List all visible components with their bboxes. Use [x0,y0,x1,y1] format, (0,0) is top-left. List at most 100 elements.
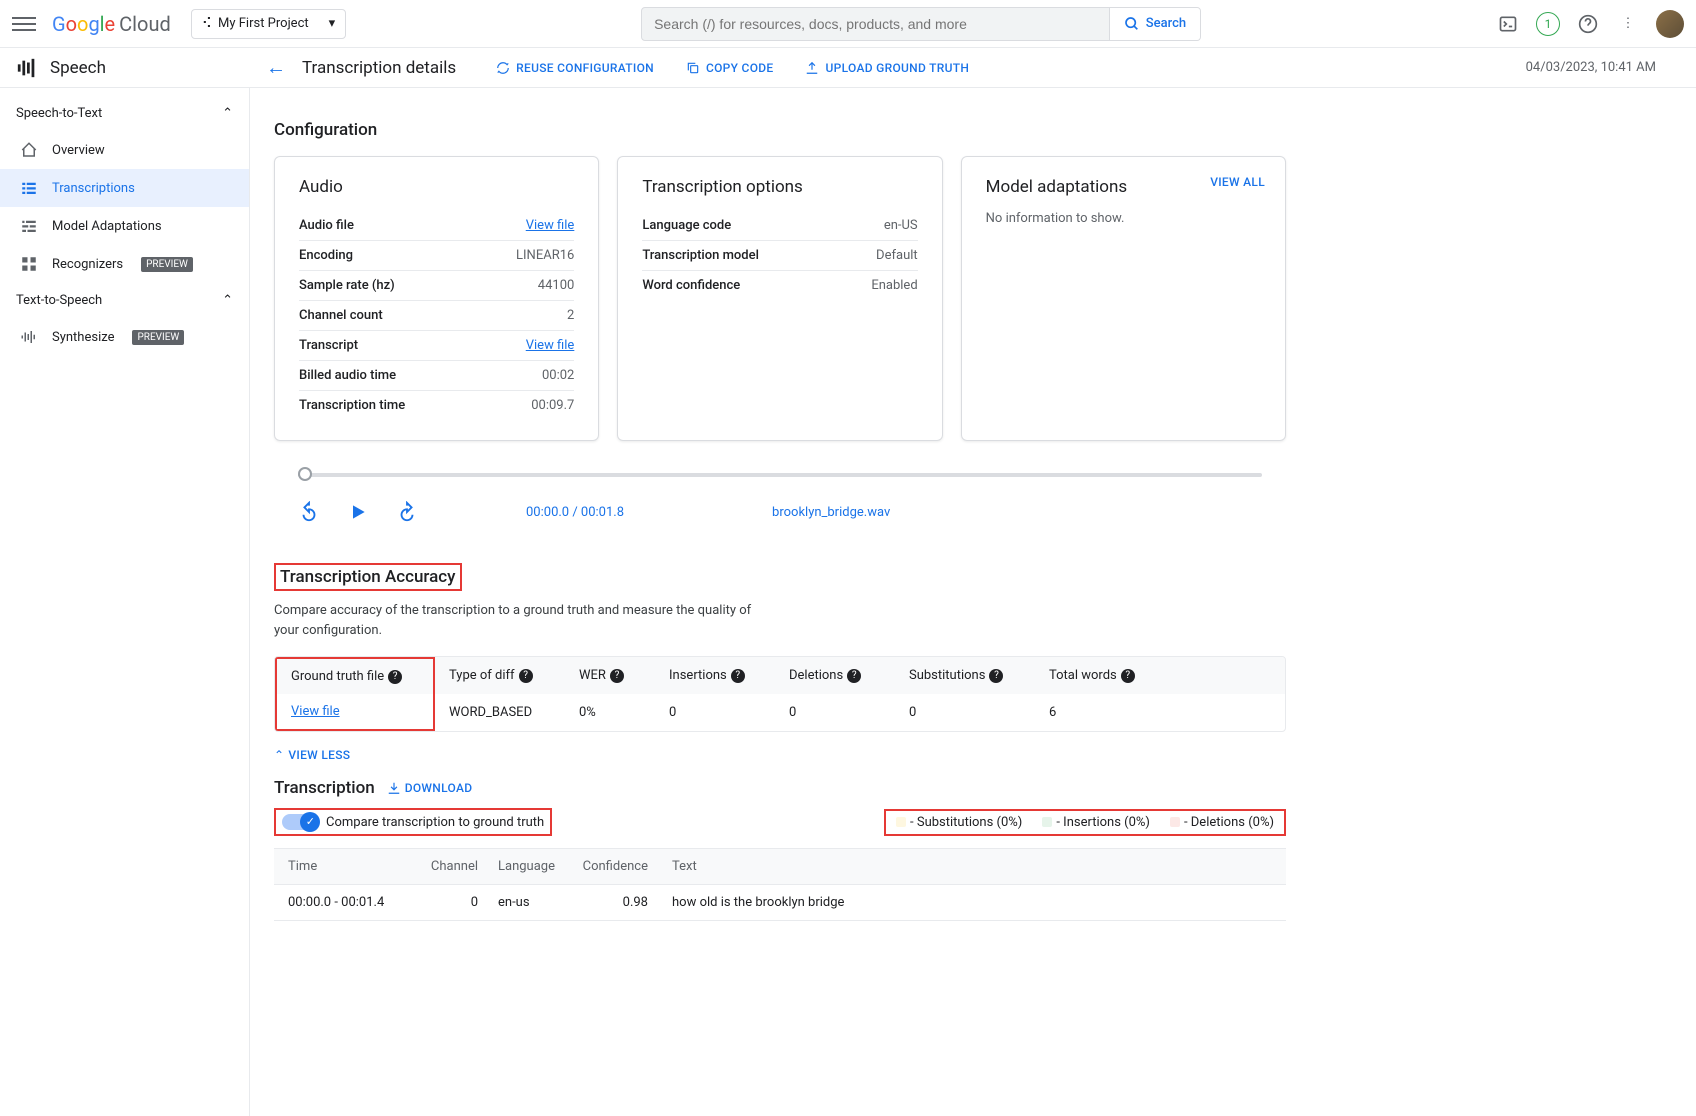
avatar[interactable] [1656,10,1684,38]
accuracy-table: Ground truth file? Type of diff? WER? In… [274,656,1286,732]
nav-synthesize[interactable]: Synthesize PREVIEW [0,318,249,356]
top-header: GoogleCloud ⠪ My First Project ▾ Search … [0,0,1696,48]
search-button-label: Search [1146,16,1186,31]
compare-toggle-highlight: ✓ Compare transcription to ground truth [274,808,552,836]
player-thumb[interactable] [298,467,312,481]
help-icon[interactable]: ? [989,669,1003,683]
hamburger-menu-icon[interactable] [12,12,36,36]
view-transcript-file-link[interactable]: View file [526,338,575,353]
search-button[interactable]: Search [1109,8,1200,40]
chevron-up-icon: ⌃ [222,106,233,121]
preview-badge: PREVIEW [141,257,193,272]
help-icon[interactable] [1576,12,1600,36]
nav-model-adaptations[interactable]: Model Adaptations [0,207,249,245]
options-card: Transcription options Language codeen-US… [617,156,942,441]
speech-icon [16,57,38,79]
forward-icon[interactable] [396,501,418,523]
help-icon[interactable]: ? [1121,669,1135,683]
nav-section-speech-to-text[interactable]: Speech-to-Text ⌃ [0,96,249,131]
project-icon: ⠪ [202,16,212,32]
accuracy-desc: Compare accuracy of the transcription to… [274,601,774,640]
rewind-icon[interactable] [298,501,320,523]
help-icon[interactable]: ? [847,669,861,683]
transcription-title: Transcription [274,778,375,798]
col-diff-type: Type of diff? [435,657,565,694]
nav-overview[interactable]: Overview [0,131,249,169]
legend-highlight: - Substitutions (0%) - Insertions (0%) -… [884,809,1286,836]
home-icon [20,141,38,159]
accuracy-title-highlight: Transcription Accuracy [274,563,462,591]
grid-icon [20,255,38,273]
cloud-shell-icon[interactable] [1496,12,1520,36]
nav-recognizers[interactable]: Recognizers PREVIEW [0,245,249,283]
player-file: brooklyn_bridge.wav [772,505,890,520]
help-icon[interactable]: ? [519,669,533,683]
reuse-config-button[interactable]: REUSE CONFIGURATION [496,61,654,75]
page-title: Transcription details [302,58,456,78]
timestamp: 04/03/2023, 10:41 AM [1526,60,1680,75]
no-info-text: No information to show. [986,211,1261,226]
col-total-words: Total words? [1035,657,1155,694]
product-name: Speech [50,58,106,78]
accuracy-data-row: View file WORD_BASED 0% 0 0 0 6 [275,694,1285,731]
nav-section-text-to-speech[interactable]: Text-to-Speech ⌃ [0,283,249,318]
notifications-badge[interactable]: 1 [1536,12,1560,36]
list-icon [20,179,38,197]
help-icon[interactable]: ? [731,669,745,683]
search-box: Search [641,7,1201,41]
chevron-up-icon: ⌃ [274,748,284,762]
legend-deletions: - Deletions (0%) [1170,815,1274,830]
refresh-icon [496,61,510,75]
col-deletions: Deletions? [775,657,895,694]
col-ground-truth: Ground truth file? [275,657,435,694]
upload-icon [805,61,819,75]
preview-badge: PREVIEW [132,330,184,345]
help-icon[interactable]: ? [610,669,624,683]
project-name: My First Project [218,16,309,31]
view-audio-file-link[interactable]: View file [526,218,575,233]
view-ground-truth-link[interactable]: View file [291,704,340,719]
tune-icon [20,217,38,235]
options-card-title: Transcription options [642,177,917,197]
config-title: Configuration [274,120,1286,140]
logo[interactable]: GoogleCloud [52,12,171,36]
compare-toggle-label: Compare transcription to ground truth [326,815,544,830]
view-less-button[interactable]: ⌃ VIEW LESS [274,748,1286,762]
sub-header: Speech ← Transcription details REUSE CON… [0,48,1696,88]
transcription-table: Time Channel Language Confidence Text 00… [274,848,1286,921]
accuracy-header-row: Ground truth file? Type of diff? WER? In… [275,657,1285,694]
waveform-icon [20,328,38,346]
help-icon[interactable]: ? [388,670,402,684]
download-icon [387,781,401,795]
audio-player: 00:00.0 / 00:01.8 brooklyn_bridge.wav [298,473,1262,523]
search-icon [1124,16,1140,32]
col-wer: WER? [565,657,655,694]
compare-toggle[interactable]: ✓ [282,814,318,830]
play-icon[interactable] [348,502,368,522]
player-track[interactable] [298,473,1262,477]
copy-code-button[interactable]: COPY CODE [686,61,774,75]
download-button[interactable]: DOWNLOAD [387,781,473,795]
legend-substitutions: - Substitutions (0%) [896,815,1022,830]
adaptations-card: VIEW ALL Model adaptations No informatio… [961,156,1286,441]
more-icon[interactable]: ⋮ [1616,12,1640,36]
nav-transcriptions[interactable]: Transcriptions [0,169,249,207]
transcription-header-row: Time Channel Language Confidence Text [274,849,1286,885]
legend-insertions: - Insertions (0%) [1042,815,1150,830]
player-time: 00:00.0 / 00:01.8 [526,505,624,520]
back-arrow-icon[interactable]: ← [266,55,286,80]
col-insertions: Insertions? [655,657,775,694]
accuracy-title: Transcription Accuracy [280,567,456,587]
sidebar: Speech-to-Text ⌃ Overview Transcriptions… [0,88,250,1116]
upload-ground-truth-button[interactable]: UPLOAD GROUND TRUTH [805,61,969,75]
col-substitutions: Substitutions? [895,657,1035,694]
search-input[interactable] [642,8,1109,40]
chevron-down-icon: ▾ [329,16,336,31]
audio-card-title: Audio [299,177,574,197]
view-all-link[interactable]: VIEW ALL [1210,175,1265,189]
main-content: Configuration Audio Audio fileView file … [250,88,1310,1116]
chevron-up-icon: ⌃ [222,293,233,308]
transcription-row: 00:00.0 - 00:01.4 0 en-us 0.98 how old i… [274,885,1286,921]
copy-icon [686,61,700,75]
project-picker[interactable]: ⠪ My First Project ▾ [191,9,346,39]
